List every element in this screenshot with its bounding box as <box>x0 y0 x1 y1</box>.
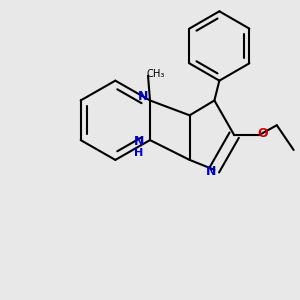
Text: N: N <box>206 165 216 178</box>
Text: H: H <box>134 148 143 158</box>
Text: CH₃: CH₃ <box>146 69 165 79</box>
Text: O: O <box>257 127 268 140</box>
Text: N: N <box>134 135 144 148</box>
Text: N: N <box>137 89 148 103</box>
